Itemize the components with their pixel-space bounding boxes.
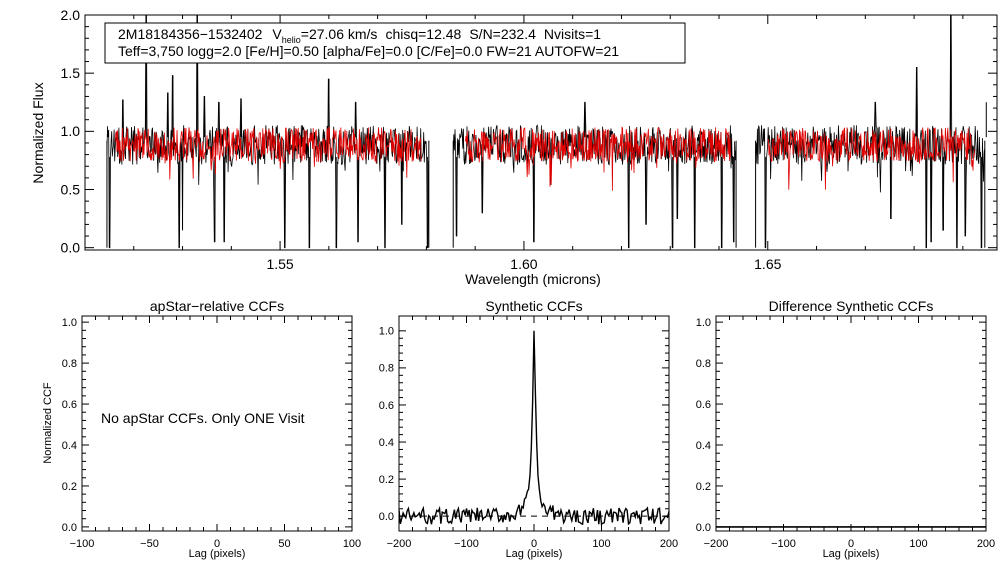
difference-plot-frame: [715, 315, 987, 532]
apstar-ytick-label: 0.6: [62, 399, 77, 411]
synthetic-data: [398, 330, 670, 526]
vhelio-value: =27.06 km/s: [301, 26, 378, 42]
difference-ccf-panel: Difference Synthetic CCFs −200 −100 0 100 20…: [696, 298, 995, 560]
apstar-xtick-label: 0: [214, 538, 220, 550]
synthetic-ytick-label: 0.8: [379, 363, 394, 375]
synthetic-ytick-label: 0.2: [379, 474, 394, 486]
synthetic-ytick-label: 0.0: [379, 511, 394, 523]
synthetic-xtick-label: 100: [592, 538, 610, 550]
spectrum-ytick-label: 1.5: [61, 65, 81, 81]
nvisits-value: Nvisits=1: [544, 26, 601, 42]
annotation-line-2: Teff=3,750 logg=2.0 [Fe/H]=0.50 [alpha/F…: [118, 43, 619, 59]
difference-ytick-label: 0.0: [696, 522, 711, 534]
spectrum-ytick-label: 1.0: [61, 123, 81, 139]
model-spectrum-line: [114, 127, 422, 180]
spectrum-x-axis-label: Wavelength (microns): [465, 271, 601, 287]
spectrum-y-axis-label: Normalized Flux: [30, 82, 46, 183]
synthetic-ccf-panel: Synthetic CCFs −200 −100 0 100 200 0.0 0.2 0.4 0…: [379, 298, 678, 560]
difference-ytick-label: 0.8: [696, 358, 711, 370]
difference-xtick-label: 200: [977, 538, 995, 550]
spectrum-data: [106, 14, 987, 249]
spectrum-xtick-label: 1.65: [754, 256, 781, 272]
spectrum-panel: 1.55 1.60 1.65 0.0 0.5 1.0 1.5 2.0 Wavelength (…: [30, 7, 998, 287]
spectrum-ytick-label: 0.5: [61, 181, 81, 197]
synthetic-xtick-label: −100: [454, 538, 479, 550]
star-id: 2M18184356−1532402: [118, 26, 263, 42]
spectrum-annotation: 2M18184356−1532402 Vhelio=27.06 km/s chisq…: [104, 22, 686, 64]
apstar-ccf-panel: apStar−relative CCFs −100 −50 0 50 100 0.0 0.2…: [42, 298, 361, 560]
apstar-ticks: −100 −50 0 50 100 0.0 0.2 0.4 0.6 0.8 1.0: [62, 316, 361, 550]
apstar-xtick-label: 50: [278, 538, 290, 550]
difference-xtick-label: 100: [909, 538, 927, 550]
apstar-ytick-label: 0.2: [62, 481, 77, 493]
difference-xtick-label: 0: [848, 538, 854, 550]
model-spectrum-line: [465, 126, 731, 191]
synthetic-xtick-label: 0: [531, 538, 537, 550]
difference-ytick-label: 0.2: [696, 481, 711, 493]
synthetic-ytick-label: 0.6: [379, 400, 394, 412]
apstar-y-axis-label: Normalized CCF: [42, 382, 54, 464]
apstar-no-ccf-message: No apStar CCFs. Only ONE Visit: [101, 410, 305, 426]
apstar-ccf-title: apStar−relative CCFs: [150, 298, 284, 314]
spectrum-xtick-label: 1.55: [266, 256, 293, 272]
annotation-box: [104, 22, 686, 64]
apstar-xtick-label: 100: [343, 538, 361, 550]
synthetic-ccf-line: [398, 330, 670, 526]
synthetic-xtick-label: 200: [660, 538, 678, 550]
synthetic-ytick-label: 1.0: [379, 326, 394, 338]
observed-spectrum-line: [452, 101, 737, 249]
synthetic-ccf-title: Synthetic CCFs: [485, 298, 582, 314]
spectrum-xtick-label: 1.60: [510, 256, 537, 272]
spectrum-ticks: 1.55 1.60 1.65 0.0 0.5 1.0 1.5 2.0: [61, 7, 997, 272]
chisq-value: chisq=12.48: [385, 26, 461, 42]
model-spectrum-line: [767, 127, 976, 190]
vhelio-label: V: [272, 26, 282, 42]
difference-ccf-title: Difference Synthetic CCFs: [769, 298, 934, 314]
difference-x-axis-label: Lag (pixels): [823, 548, 880, 560]
synthetic-x-axis-label: Lag (pixels): [506, 548, 563, 560]
apstar-x-axis-label: Lag (pixels): [189, 548, 246, 560]
difference-ticks: −200 −100 0 100 200 0.0 0.2 0.4 0.6 0.8 1.0: [696, 316, 995, 550]
apstar-xtick-label: −50: [140, 538, 159, 550]
apstar-xtick-label: −100: [70, 538, 95, 550]
difference-ytick-label: 1.0: [696, 317, 711, 329]
vhelio-subscript: helio: [282, 35, 301, 45]
apstar-ytick-label: 0.4: [62, 440, 77, 452]
snr-value: S/N=232.4: [469, 26, 536, 42]
apstar-ytick-label: 0.0: [62, 522, 77, 534]
synthetic-ticks: −200 −100 0 100 200 0.0 0.2 0.4 0.6 0.8 1.0: [379, 316, 678, 550]
difference-ytick-label: 0.6: [696, 399, 711, 411]
difference-xtick-label: −200: [704, 538, 729, 550]
synthetic-ytick-label: 0.4: [379, 437, 394, 449]
apstar-ytick-label: 1.0: [62, 317, 77, 329]
synthetic-xtick-label: −200: [387, 538, 412, 550]
difference-xtick-label: −100: [771, 538, 796, 550]
spectrum-ytick-label: 0.0: [61, 240, 81, 256]
spectrum-plot-frame: [84, 14, 998, 251]
annotation-line-1: 2M18184356−1532402 Vhelio=27.06 km/s chisq…: [118, 26, 601, 45]
apstar-ytick-label: 0.8: [62, 358, 77, 370]
spectrum-ytick-label: 2.0: [61, 7, 81, 23]
difference-ytick-label: 0.4: [696, 440, 711, 452]
